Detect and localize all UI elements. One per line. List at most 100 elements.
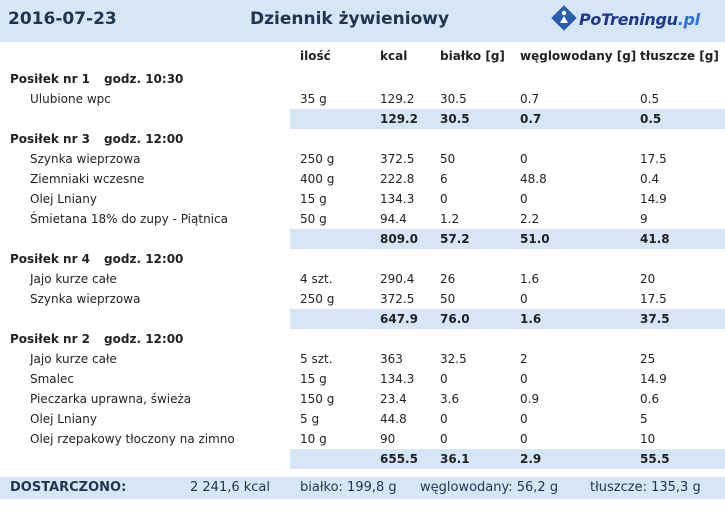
food-protein: 30.5 [440, 92, 467, 106]
food-qty: 250 g [300, 292, 335, 306]
food-fat: 0.4 [640, 172, 660, 186]
meal-total-carbs: 2.9 [520, 452, 542, 466]
food-kcal: 129.2 [380, 92, 415, 106]
diary-date: 2016-07-23 [8, 9, 117, 29]
logo-wordmark: PoTreningu.pl [579, 10, 700, 29]
col-header-qty: ilość [300, 49, 331, 63]
food-row: Jajo kurze całe 4 szt. 290.4 26 1.6 20 [0, 269, 725, 289]
food-fat: 17.5 [640, 152, 667, 166]
meal-total-kcal: 809.0 [380, 232, 418, 246]
col-header-fat: tłuszcze [g] [640, 49, 719, 63]
food-name: Jajo kurze całe [30, 272, 117, 286]
meal-total-row: 809.0 57.2 51.0 41.8 [290, 229, 725, 249]
food-row: Ziemniaki wczesne 400 g 222.8 6 48.8 0.4 [0, 169, 725, 189]
food-carbs: 2 [520, 352, 528, 366]
food-kcal: 134.3 [380, 192, 415, 206]
food-qty: 150 g [300, 392, 335, 406]
food-fat: 10 [640, 432, 656, 446]
logo-tld-text: .pl [677, 10, 700, 29]
summary-label: DOSTARCZONO: [10, 480, 127, 495]
page-title: Dziennik żywieniowy [250, 9, 450, 29]
food-kcal: 134.3 [380, 372, 415, 386]
food-row: Olej Lniany 5 g 44.8 0 0 5 [0, 409, 725, 429]
food-fat: 25 [640, 352, 656, 366]
food-protein: 0 [440, 192, 448, 206]
meal-total-row: 647.9 76.0 1.6 37.5 [290, 309, 725, 329]
meal-total-protein: 36.1 [440, 452, 470, 466]
food-protein: 50 [440, 152, 456, 166]
food-name: Pieczarka uprawna, świeża [30, 392, 192, 406]
food-carbs: 2.2 [520, 212, 540, 226]
col-header-carbs: węglowodany [g] [520, 49, 637, 63]
food-carbs: 48.8 [520, 172, 547, 186]
logo-main-text: PoTreningu [579, 10, 678, 29]
food-protein: 6 [440, 172, 448, 186]
food-qty: 5 g [300, 412, 320, 426]
food-name: Szynka wieprzowa [30, 152, 141, 166]
meal-total-kcal: 129.2 [380, 112, 418, 126]
summary-fat: tłuszcze: 135,3 g [590, 480, 701, 495]
food-protein: 50 [440, 292, 456, 306]
food-kcal: 290.4 [380, 272, 415, 286]
col-header-kcal: kcal [380, 49, 408, 63]
food-kcal: 222.8 [380, 172, 415, 186]
meal-total-carbs: 0.7 [520, 112, 542, 126]
food-protein: 0 [440, 412, 448, 426]
food-fat: 14.9 [640, 372, 667, 386]
meal-total-fat: 37.5 [640, 312, 670, 326]
food-fat: 0.6 [640, 392, 660, 406]
food-name: Olej Lniany [30, 412, 97, 426]
food-qty: 50 g [300, 212, 327, 226]
summary-protein: białko: 199,8 g [300, 480, 397, 495]
food-row: Smalec 15 g 134.3 0 0 14.9 [0, 369, 725, 389]
meal-total-protein: 57.2 [440, 232, 470, 246]
food-kcal: 44.8 [380, 412, 407, 426]
food-name: Smalec [30, 372, 74, 386]
meal-time: godz. 12:00 [104, 332, 184, 346]
meal-name: Posiłek nr 1 [10, 72, 91, 86]
food-qty: 15 g [300, 372, 327, 386]
food-qty: 4 szt. [300, 272, 333, 286]
meal-total-kcal: 647.9 [380, 312, 418, 326]
food-protein: 0 [440, 432, 448, 446]
food-name: Ulubione wpc [30, 92, 111, 106]
meal-name: Posiłek nr 2 [10, 332, 91, 346]
food-protein: 32.5 [440, 352, 467, 366]
header-bar: 2016-07-23 Dziennik żywieniowy PoTrening… [0, 0, 725, 42]
food-carbs: 0 [520, 292, 528, 306]
potreningu-logo[interactable]: PoTreningu.pl [551, 5, 721, 33]
food-qty: 250 g [300, 152, 335, 166]
meal-title: Posiłek nr 3 godz. 12:00 [10, 132, 183, 146]
food-row: Jajo kurze całe 5 szt. 363 32.5 2 25 [0, 349, 725, 369]
food-carbs: 0 [520, 432, 528, 446]
meal-title: Posiłek nr 4 godz. 12:00 [10, 252, 183, 266]
summary-kcal: 2 241,6 kcal [190, 480, 271, 495]
food-row: Ulubione wpc 35 g 129.2 30.5 0.7 0.5 [0, 89, 725, 109]
food-row: Olej Lniany 15 g 134.3 0 0 14.9 [0, 189, 725, 209]
food-protein: 3.6 [440, 392, 460, 406]
meal-total-carbs: 51.0 [520, 232, 550, 246]
food-protein: 0 [440, 372, 448, 386]
food-kcal: 372.5 [380, 292, 415, 306]
meal-total-protein: 30.5 [440, 112, 470, 126]
meal-name: Posiłek nr 3 [10, 132, 91, 146]
meal-time: godz. 10:30 [104, 72, 184, 86]
meal-total-carbs: 1.6 [520, 312, 542, 326]
food-carbs: 1.6 [520, 272, 540, 286]
food-row: Śmietana 18% do zupy - Piątnica 50 g 94.4 1… [0, 209, 725, 229]
food-qty: 15 g [300, 192, 327, 206]
food-name: Olej rzepakowy tłoczony na zimno [30, 432, 235, 446]
meal-total-kcal: 655.5 [380, 452, 418, 466]
meal-total-protein: 76.0 [440, 312, 470, 326]
meal-total-fat: 0.5 [640, 112, 662, 126]
food-name: Szynka wieprzowa [30, 292, 141, 306]
food-kcal: 90 [380, 432, 396, 446]
food-fat: 5 [640, 412, 648, 426]
food-carbs: 0 [520, 192, 528, 206]
food-name: Śmietana 18% do zupy - Piątnica [30, 212, 228, 226]
food-fat: 20 [640, 272, 656, 286]
food-kcal: 372.5 [380, 152, 415, 166]
food-row: Szynka wieprzowa 250 g 372.5 50 0 17.5 [0, 289, 725, 309]
food-fat: 9 [640, 212, 648, 226]
food-name: Jajo kurze całe [30, 352, 117, 366]
